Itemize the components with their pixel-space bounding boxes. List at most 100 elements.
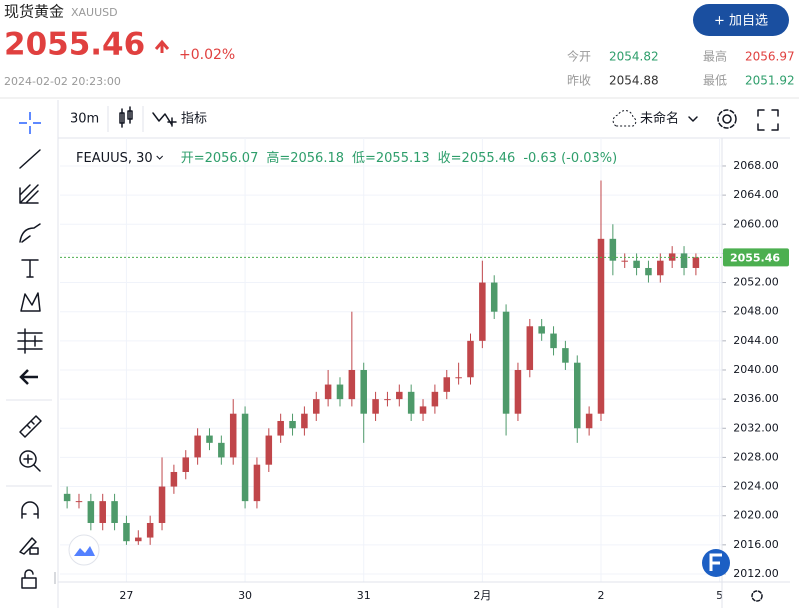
price-label-bg (723, 248, 789, 267)
lock-tool[interactable] (21, 569, 37, 589)
candle-body (609, 238, 617, 261)
candle-body (194, 435, 201, 458)
interval-button[interactable]: 30m (70, 112, 99, 127)
legend-item: -0.63 (-0.03%) (523, 151, 617, 166)
lock-draw-tool[interactable] (19, 537, 39, 555)
y-tick-label: 2068.00 (733, 159, 779, 172)
button-bg[interactable] (693, 4, 789, 36)
candle-body (336, 384, 344, 400)
text-tool[interactable] (21, 259, 39, 278)
line-tool[interactable] (19, 149, 41, 169)
indicators-button[interactable]: 指标 (181, 112, 207, 127)
candle-body (99, 501, 106, 523)
candle-body (301, 413, 308, 429)
candle-body (324, 384, 332, 400)
symbol: XAUUSD (71, 6, 118, 19)
y-tick-label: 2064.00 (733, 188, 779, 201)
brush-tool[interactable] (19, 223, 41, 243)
candle-body (146, 522, 154, 538)
candle-body (348, 369, 356, 400)
dropdown[interactable] (688, 116, 698, 122)
y-tick-label: 2052.00 (733, 276, 779, 289)
candle-body (218, 442, 225, 458)
candle-body (597, 238, 605, 414)
back-arrow[interactable] (19, 369, 38, 385)
y-tick-label: 2040.00 (733, 363, 779, 376)
crosshair-tool[interactable] (19, 112, 41, 134)
candle-body (407, 391, 415, 414)
candle-body (360, 369, 367, 414)
candle-body (63, 493, 71, 502)
candle-body (550, 333, 557, 349)
candle-body (170, 471, 178, 487)
candle-body (384, 399, 391, 401)
y-tick-label: 2036.00 (733, 392, 779, 405)
candle-body (229, 413, 237, 458)
layout-name[interactable]: 未命名 (640, 111, 679, 127)
legend-item: 收=2055.46 (438, 151, 516, 166)
candle-body (490, 282, 498, 312)
candle-body (680, 253, 688, 268)
candle-type-button[interactable] (119, 106, 133, 128)
button-label[interactable]: + 加自选 (714, 14, 768, 29)
x-tick-label: 2月 (473, 589, 491, 602)
drawing-toolbar (6, 112, 52, 589)
replay-button[interactable] (68, 534, 100, 566)
candle-body (443, 377, 451, 392)
zoom-tool-plus[interactable] (23, 454, 41, 472)
candle-body (396, 391, 403, 400)
title: 现货黄金 (4, 3, 64, 21)
logo-mark (709, 553, 722, 571)
add-watchlist-button[interactable]: + 加自选 (693, 4, 789, 36)
settings-gear[interactable] (717, 109, 737, 129)
stats: 今开 2054.82 最高 2056.97 昨收 2054.88 最低 2051.92 (567, 49, 795, 88)
candle-body (182, 457, 190, 472)
x-tick-label: 31 (357, 589, 371, 602)
legend-dropdown (156, 155, 164, 160)
measure-tool[interactable] (17, 328, 43, 354)
candle-body (87, 501, 95, 523)
indicator-icon[interactable] (152, 112, 177, 127)
candle-body (158, 486, 166, 523)
price-label: 2055.46 (730, 251, 780, 264)
candle-body (502, 311, 510, 414)
x-tick-label: 2 (597, 589, 604, 602)
candle-body (657, 260, 664, 276)
candle-body (289, 420, 296, 429)
y-tick-label: 2024.00 (733, 480, 779, 493)
settings-button[interactable] (722, 114, 732, 124)
candle-body (514, 369, 522, 414)
legend-symbol: FEAUUS, 30 (76, 151, 153, 166)
cloud-icon[interactable] (612, 110, 637, 127)
axis-settings[interactable] (751, 590, 763, 602)
stat-label: 最低 (703, 74, 727, 88)
zoom-tool[interactable] (19, 450, 37, 468)
magnet-tool[interactable] (21, 501, 39, 519)
y-tick-label: 2028.00 (733, 450, 779, 463)
x-tick-label: 27 (119, 589, 133, 602)
stat-value: 2054.88 (609, 74, 659, 88)
up-arrow (154, 39, 170, 53)
stat-value: 2054.82 (609, 50, 659, 64)
y-tick-label: 2032.00 (733, 421, 779, 434)
chart-legend: FEAUUS, 30 开=2056.07 高=2056.18 低=2055.13 收=2… (76, 150, 617, 166)
y-tick-label: 2016.00 (733, 538, 779, 551)
fullscreen-button[interactable] (757, 109, 779, 131)
candle-body (562, 348, 569, 363)
x-tick-label: 30 (238, 589, 252, 602)
ruler-tool[interactable] (19, 415, 42, 438)
candle-body (431, 391, 439, 407)
pattern-tool[interactable] (20, 292, 41, 312)
candle-body (692, 257, 700, 268)
timestamp: 2024-02-02 20:23:00 (4, 75, 121, 88)
stat-label: 最高 (703, 49, 727, 64)
change: +0.02% (179, 47, 235, 63)
replay-icon[interactable] (74, 546, 95, 556)
fib-tool[interactable] (19, 184, 39, 204)
chart: 2012.00 2016.00 2020.00 2024.00 2028.00 2032.… (60, 138, 789, 602)
stat-value: 2051.92 (745, 74, 795, 88)
candle-body (123, 522, 130, 542)
y-tick-label: 2060.00 (733, 217, 779, 230)
candle-body (135, 537, 142, 542)
